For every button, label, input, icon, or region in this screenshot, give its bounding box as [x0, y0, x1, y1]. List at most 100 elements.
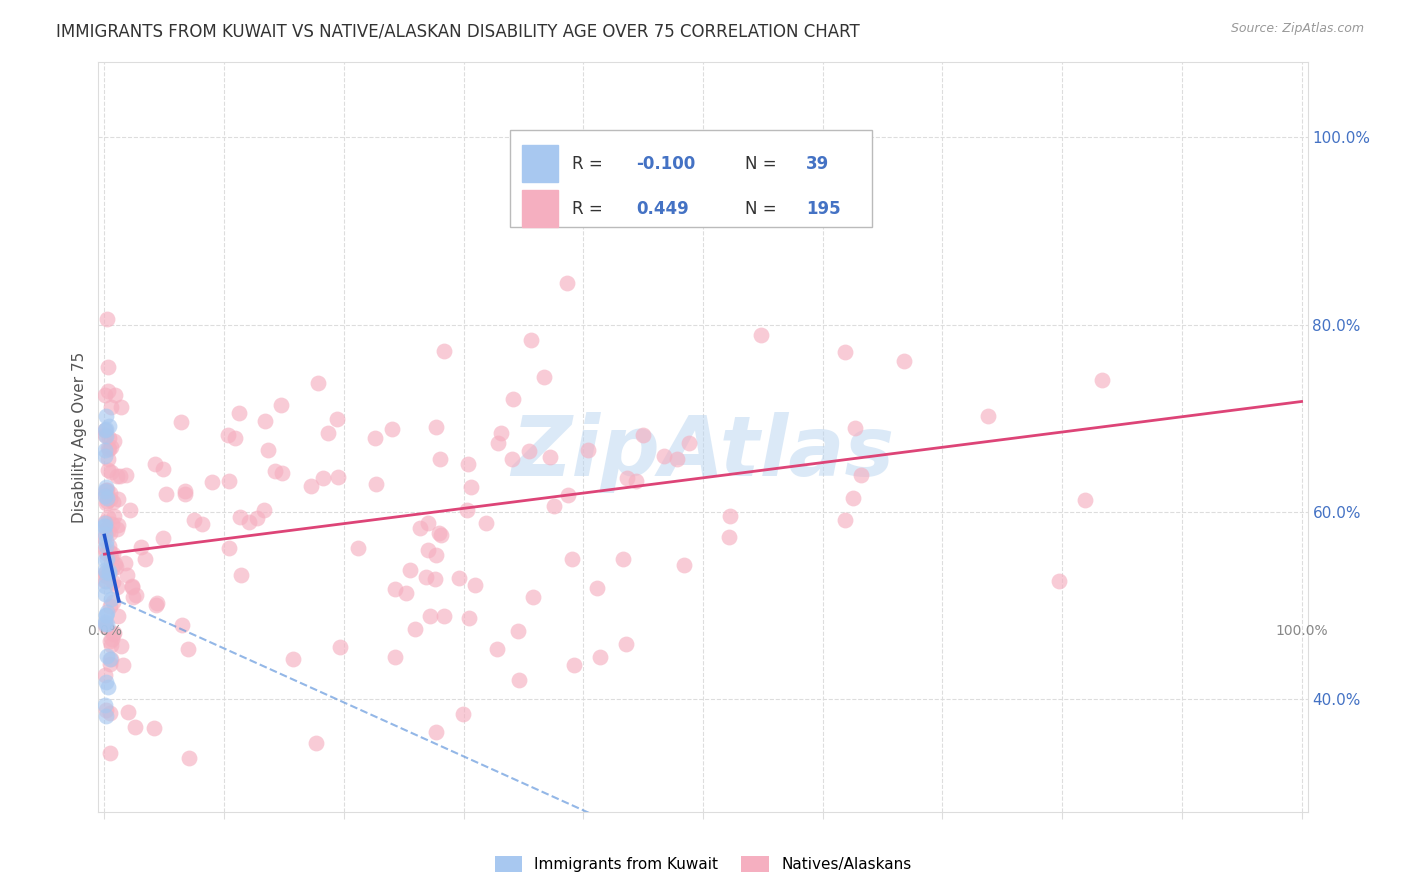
Point — [96, 442, 118, 456]
Point — [97, 384, 120, 398]
Point — [114, 556, 136, 570]
Point — [100, 651, 122, 665]
Point — [94, 423, 117, 437]
Point — [224, 431, 246, 445]
Point — [105, 560, 128, 574]
Point — [122, 591, 145, 605]
Point — [125, 588, 148, 602]
Point — [100, 592, 122, 607]
Point — [517, 444, 540, 458]
Point — [520, 333, 543, 347]
Point — [633, 427, 655, 442]
Point — [93, 427, 115, 442]
Point — [429, 451, 451, 466]
Point — [152, 531, 174, 545]
Point — [100, 465, 122, 479]
Point — [96, 552, 118, 566]
Point — [105, 469, 128, 483]
Point — [94, 539, 117, 553]
Point — [834, 512, 856, 526]
Point — [94, 617, 117, 632]
Text: -0.100: -0.100 — [637, 154, 696, 172]
Point — [93, 516, 115, 530]
Point — [749, 327, 772, 342]
Point — [612, 552, 634, 566]
Point — [97, 359, 120, 374]
Point — [326, 412, 349, 426]
Point — [96, 496, 118, 510]
Point — [100, 440, 122, 454]
Point — [103, 574, 125, 589]
Point — [893, 354, 915, 368]
Point — [155, 486, 177, 500]
Point — [94, 607, 117, 622]
Point — [107, 491, 129, 506]
Point — [506, 624, 529, 639]
Point — [94, 698, 117, 712]
Point — [1091, 373, 1114, 387]
Point — [94, 674, 117, 689]
Point — [96, 494, 118, 508]
Point — [94, 617, 117, 632]
Point — [145, 599, 167, 613]
Point — [381, 422, 404, 436]
Point — [124, 720, 146, 734]
Point — [96, 649, 118, 664]
Point — [1074, 492, 1097, 507]
Point — [404, 622, 426, 636]
Point — [94, 566, 117, 580]
Point — [449, 571, 471, 585]
Point — [228, 406, 250, 420]
Point — [312, 471, 335, 485]
Point — [425, 420, 447, 434]
Point — [425, 725, 447, 739]
Point — [557, 488, 579, 502]
Point — [98, 442, 121, 456]
Point — [475, 516, 498, 531]
Point — [94, 668, 117, 682]
Point — [555, 276, 578, 290]
Point — [93, 552, 115, 566]
Point — [425, 548, 447, 562]
Point — [94, 522, 117, 536]
Text: 100.0%: 100.0% — [1275, 624, 1327, 639]
Point — [146, 596, 169, 610]
Point — [419, 609, 441, 624]
Point — [246, 510, 269, 524]
Point — [94, 422, 117, 436]
Point — [94, 443, 117, 458]
Point — [98, 431, 121, 445]
Point — [103, 434, 125, 448]
Point — [94, 483, 117, 497]
Point — [110, 639, 132, 653]
Point — [177, 641, 200, 656]
Point — [94, 516, 117, 530]
Point — [94, 615, 117, 629]
Point — [508, 673, 530, 687]
Point — [177, 751, 200, 765]
Point — [253, 414, 276, 428]
Point — [678, 436, 700, 450]
Point — [98, 652, 121, 666]
Point — [103, 495, 125, 509]
Point — [561, 552, 583, 566]
Point — [100, 492, 122, 507]
Point — [94, 545, 117, 559]
Point — [93, 579, 115, 593]
Point — [316, 426, 339, 441]
Point — [238, 516, 260, 530]
Point — [96, 483, 118, 498]
Point — [217, 428, 239, 442]
Point — [416, 516, 439, 531]
Point — [94, 620, 117, 634]
Point — [418, 542, 440, 557]
Point — [305, 736, 328, 750]
Point — [562, 657, 585, 672]
Point — [107, 609, 129, 624]
Point — [96, 311, 118, 326]
Point — [415, 569, 437, 583]
Point — [283, 652, 305, 666]
Point — [460, 480, 482, 494]
Point — [98, 657, 121, 671]
Point — [97, 462, 120, 476]
